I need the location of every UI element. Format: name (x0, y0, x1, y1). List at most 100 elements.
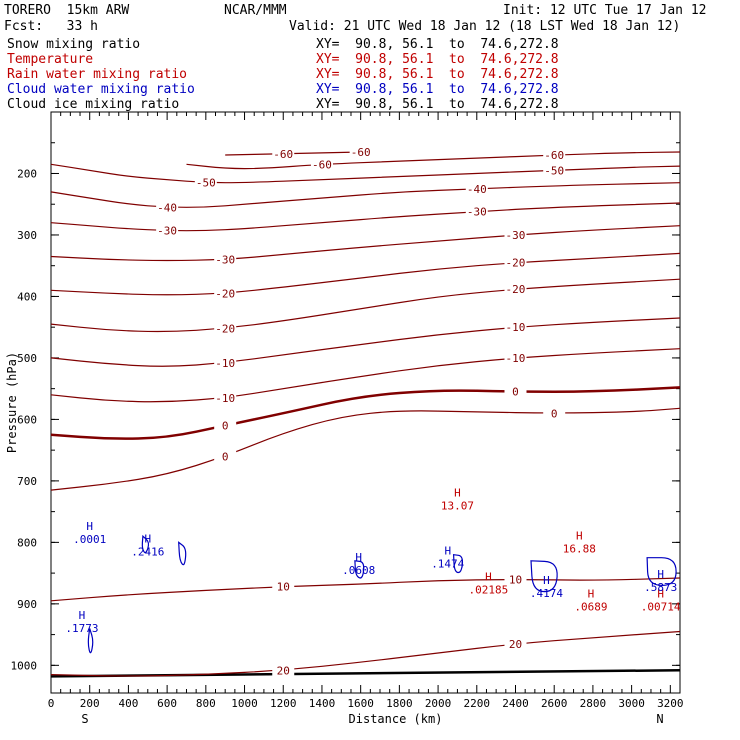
temperature-label-bg (156, 200, 179, 214)
extremum-marker: H (576, 529, 583, 542)
temperature-contour-label: -10 (215, 357, 235, 370)
temperature-contour-label: 10 (509, 573, 522, 586)
cloud-water-contour (646, 557, 677, 587)
temperature-label-bg (156, 223, 179, 237)
temperature-contour-label: -50 (196, 177, 216, 190)
extremum-marker: H (588, 588, 595, 601)
temperature-contour-label: -60 (312, 158, 332, 171)
valid-time: Valid: 21 UTC Wed 18 Jan 12 (18 LST Wed … (289, 19, 681, 34)
y-tick-label: 900 (17, 598, 37, 611)
temperature-contour (50, 407, 681, 491)
y-tick-label: 600 (17, 413, 37, 426)
field-rain-name: Rain water mixing ratio (7, 67, 188, 82)
y-tick-label: 500 (17, 352, 37, 365)
y-tick-label: 400 (17, 290, 37, 303)
temperature-label-bg (543, 406, 566, 420)
cloud-water-contour (141, 534, 150, 554)
field-temperature-name: Temperature (7, 52, 94, 67)
temperature-contour-label: -60 (273, 148, 293, 161)
temperature-contour (50, 317, 681, 367)
temperature-label-bg (272, 146, 295, 160)
extremum-marker: H (543, 574, 550, 587)
extremum-value: .5873 (644, 581, 677, 594)
temperature-contour-label: -60 (351, 146, 371, 159)
temperature-label-bg (349, 144, 372, 158)
extremum-marker: H (444, 545, 451, 558)
x-tick-label: 800 (196, 697, 216, 710)
init-time: Init: 12 UTC Tue 17 Jan 12 (503, 3, 707, 18)
temperature-contour-label: 0 (222, 450, 229, 463)
temperature-contour-label: 10 (277, 581, 290, 594)
plot-frame (50, 111, 681, 694)
y-tick-label: 1000 (11, 659, 38, 672)
temperature-contour-label: -30 (506, 229, 526, 242)
temperature-contour-label: -40 (467, 183, 487, 196)
cloud-water-contour (354, 560, 365, 579)
endpoint-right: N (656, 712, 663, 726)
x-tick-label: 400 (118, 697, 138, 710)
extremum-value: .1474 (431, 558, 464, 571)
x-tick-label: 2400 (502, 697, 529, 710)
temperature-contour-label: -40 (157, 201, 177, 214)
extremum-value: .0689 (574, 601, 607, 614)
x-tick-label: 2800 (580, 697, 607, 710)
x-tick-label: 200 (80, 697, 100, 710)
x-tick-label: 3200 (657, 697, 684, 710)
temperature-label-bg (504, 384, 527, 398)
extremum-marker: H (79, 609, 86, 622)
temperature-contour-label: 0 (512, 386, 519, 399)
field-rain-xy: XY= 90.8, 56.1 to 74.6,272.8 (316, 67, 559, 82)
temperature-contour-label: 0 (551, 407, 558, 420)
x-tick-label: 1400 (309, 697, 336, 710)
temperature-contour-label: -30 (157, 225, 177, 238)
temperature-label-bg (272, 663, 295, 677)
extremum-marker: H (86, 520, 93, 533)
temperature-contour-label: -30 (467, 206, 487, 219)
extremum-value: .0608 (342, 564, 375, 577)
temperature-contour-label: -10 (506, 321, 526, 334)
x-tick-label: 3000 (618, 697, 645, 710)
field-snow-name: Snow mixing ratio (7, 37, 141, 52)
extremum-value: .2416 (131, 545, 164, 558)
extremum-value: 13.07 (441, 499, 474, 512)
temperature-contour-label: 20 (509, 638, 522, 651)
extremum-value: .0001 (73, 533, 106, 546)
extremum-marker: H (485, 570, 492, 583)
temperature-contour-label: 20 (277, 664, 290, 677)
cloud-water-contour (452, 554, 464, 574)
field-cloudwater-xy: XY= 90.8, 56.1 to 74.6,272.8 (316, 82, 559, 97)
temperature-contour (50, 348, 681, 403)
extremum-marker: H (657, 568, 664, 581)
temperature-contour (50, 202, 681, 232)
temperature-label-bg (310, 157, 333, 171)
temperature-label-bg (214, 252, 237, 266)
temperature-contour-label: -20 (215, 287, 235, 300)
x-tick-label: 1000 (231, 697, 258, 710)
x-tick-label: 2200 (464, 697, 491, 710)
temperature-contour-label: -10 (506, 352, 526, 365)
x-tick-label: 2000 (425, 697, 452, 710)
y-axis-label: Pressure (hPa) (5, 352, 19, 453)
extremum-marker: H (144, 532, 151, 545)
temperature-contour (50, 252, 681, 296)
model-title: TORERO 15km ARW (4, 3, 130, 18)
x-tick-label: 600 (157, 697, 177, 710)
temperature-label-bg (214, 321, 237, 335)
x-tick-label: 1600 (347, 697, 374, 710)
temperature-label-bg (214, 286, 237, 300)
cloud-water-contour (530, 560, 558, 593)
temperature-contour-label: -50 (544, 164, 564, 177)
temperature-contour-label: 0 (222, 420, 229, 433)
field-temperature-xy: XY= 90.8, 56.1 to 74.6,272.8 (316, 52, 559, 67)
temperature-label-bg (504, 636, 527, 650)
temperature-contour (50, 577, 681, 602)
cloud-water-contour (87, 628, 94, 654)
y-tick-label: 800 (17, 536, 37, 549)
temperature-label-bg (194, 175, 217, 189)
temperature-label-bg (465, 204, 488, 218)
x-tick-label: 1200 (270, 697, 297, 710)
field-snow-xy: XY= 90.8, 56.1 to 74.6,272.8 (316, 37, 559, 52)
temperature-label-bg (504, 350, 527, 364)
extremum-marker: H (657, 588, 664, 601)
